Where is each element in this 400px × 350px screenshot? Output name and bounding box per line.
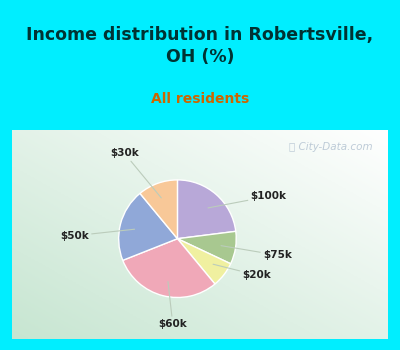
Text: $100k: $100k: [208, 191, 286, 208]
Text: $20k: $20k: [213, 264, 271, 280]
Text: $50k: $50k: [60, 229, 134, 241]
Wedge shape: [178, 180, 236, 239]
Text: Income distribution in Robertsville,
OH (%): Income distribution in Robertsville, OH …: [26, 26, 374, 66]
Text: ⓘ City-Data.com: ⓘ City-Data.com: [289, 142, 373, 152]
Wedge shape: [178, 231, 236, 264]
Wedge shape: [119, 194, 178, 260]
Text: $75k: $75k: [221, 246, 292, 260]
Wedge shape: [178, 239, 231, 284]
Text: $30k: $30k: [110, 148, 161, 198]
Wedge shape: [140, 180, 178, 239]
Text: $60k: $60k: [158, 281, 187, 329]
Text: All residents: All residents: [151, 92, 249, 106]
Wedge shape: [123, 239, 215, 298]
